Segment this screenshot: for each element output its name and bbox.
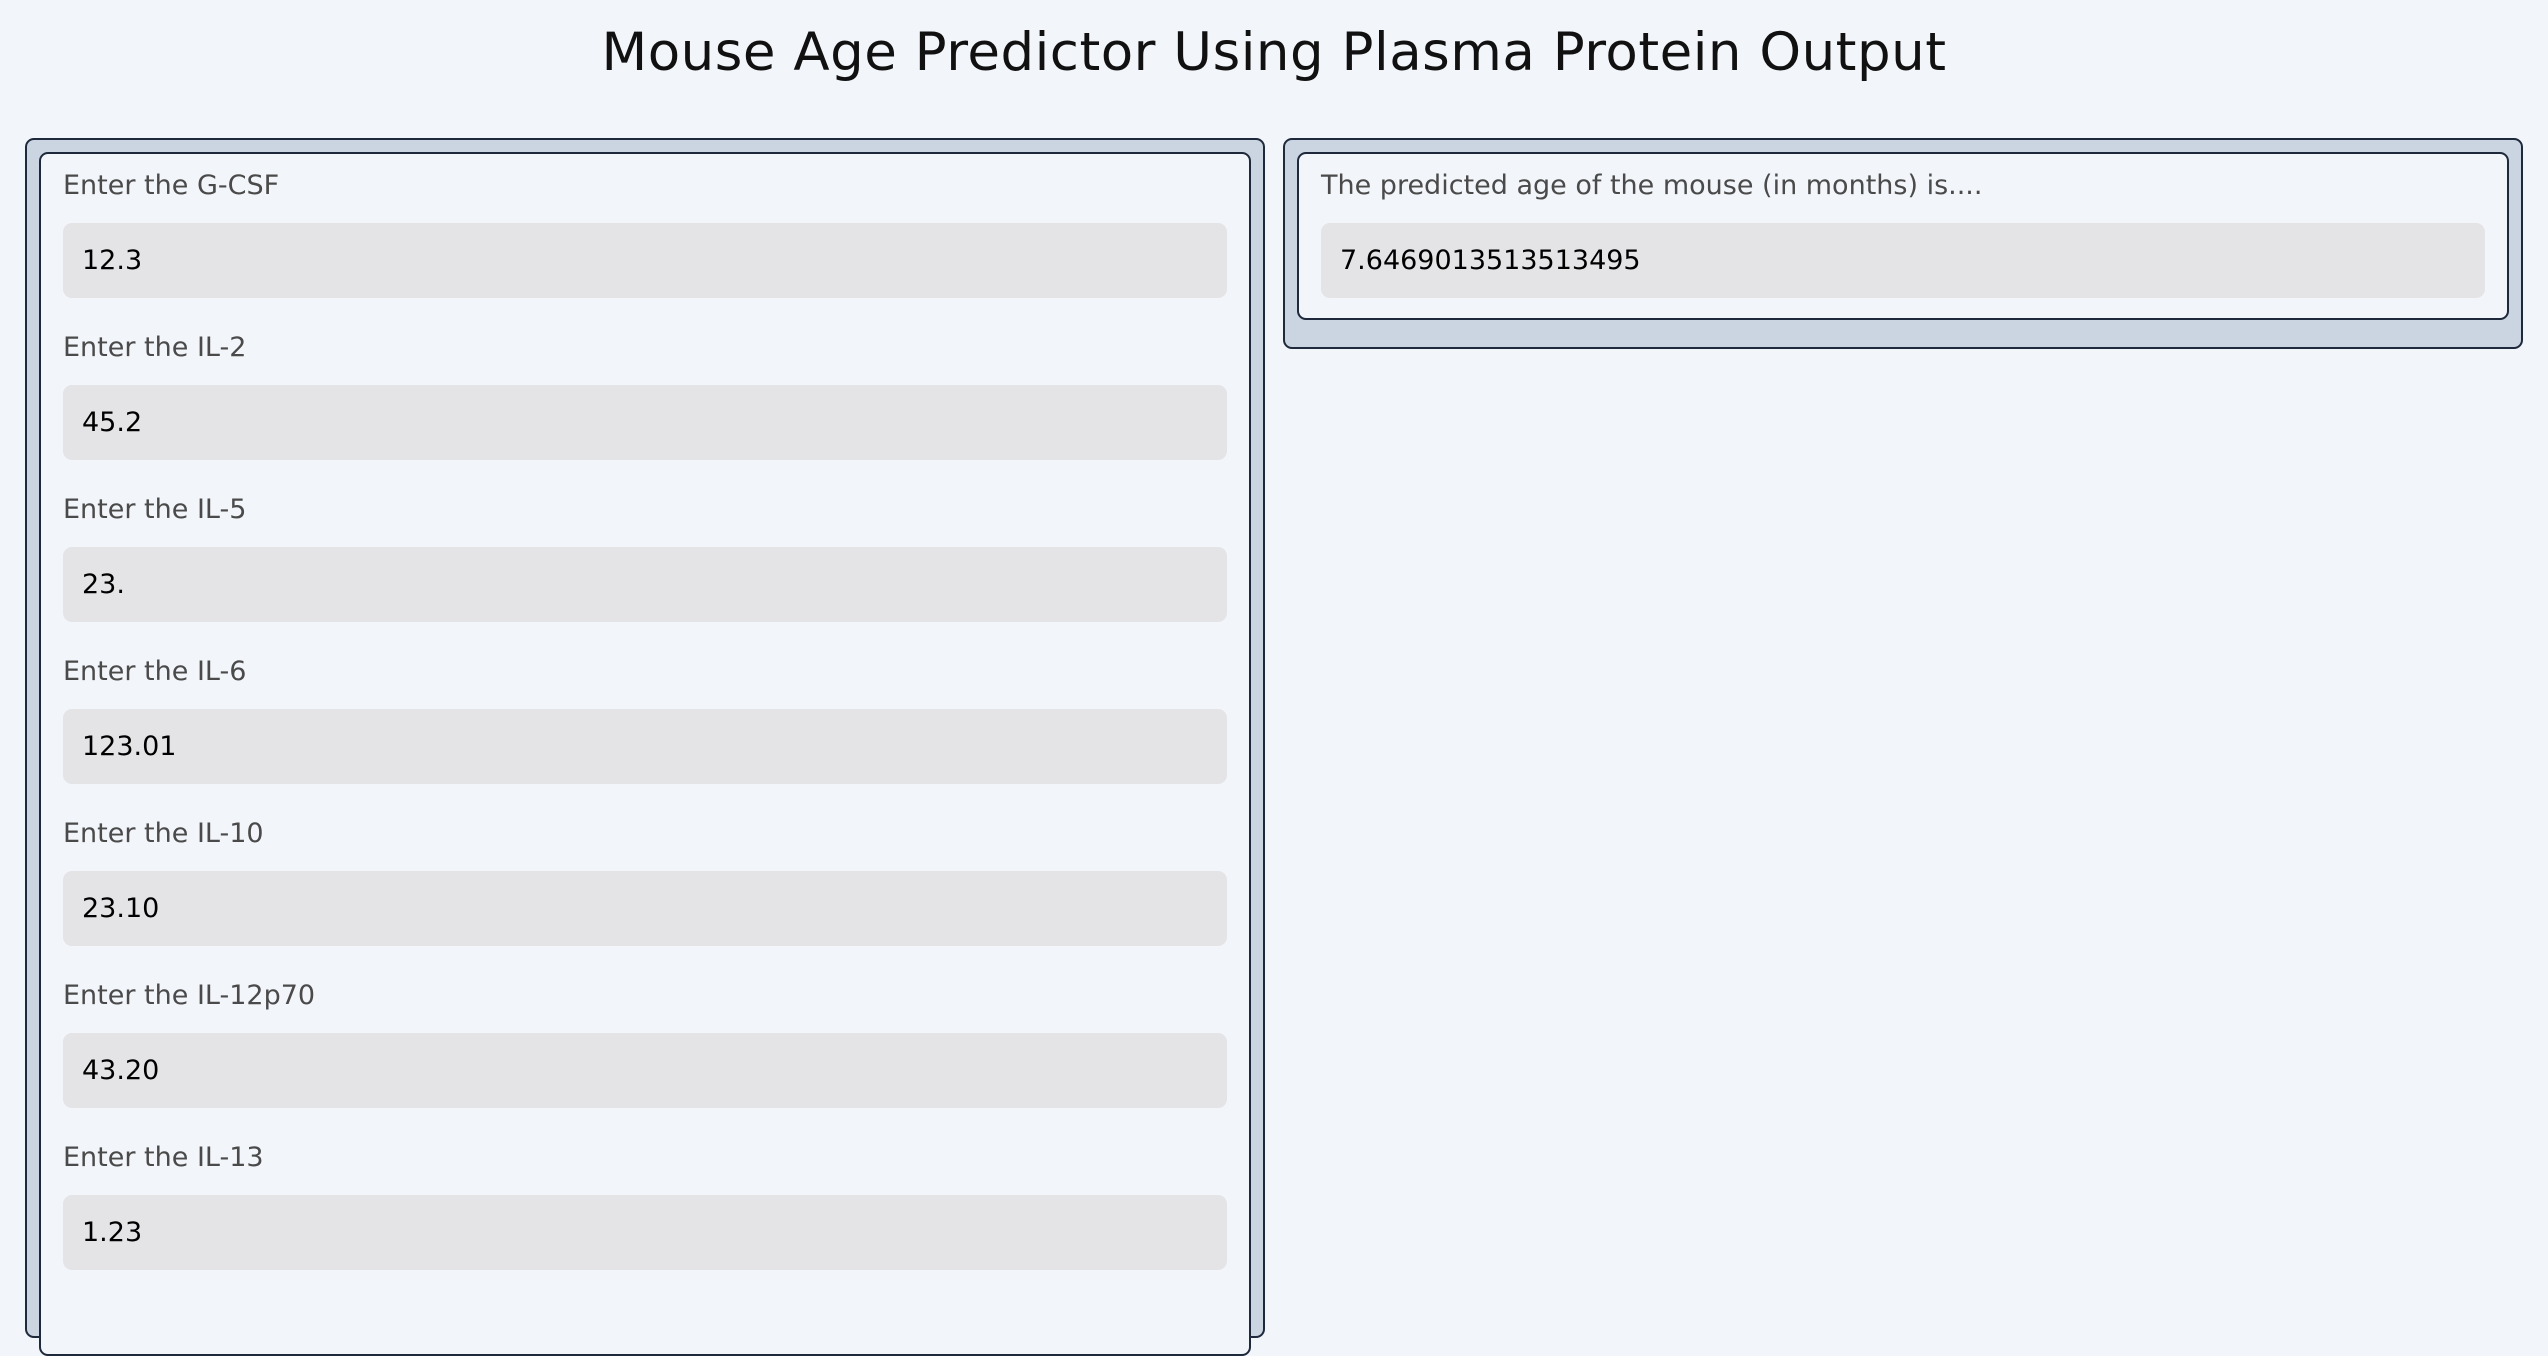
il2-label: Enter the IL-2 (63, 332, 247, 363)
il12p70-label: Enter the IL-12p70 (63, 980, 316, 1011)
inputs-panel: Enter the G-CSF 12.3 Enter the IL-2 45.2… (25, 138, 1265, 1356)
output-box: The predicted age of the mouse (in month… (1297, 152, 2509, 320)
predicted-age-label: The predicted age of the mouse (in month… (1321, 170, 1983, 201)
output-panel: The predicted age of the mouse (in month… (1283, 138, 2523, 349)
predicted-age-output[interactable]: 7.6469013513513495 (1321, 223, 2485, 298)
inputs-form: Enter the G-CSF 12.3 Enter the IL-2 45.2… (39, 152, 1251, 1356)
il12p70-input[interactable]: 43.20 (63, 1033, 1227, 1108)
il5-label: Enter the IL-5 (63, 494, 247, 525)
page-title: Mouse Age Predictor Using Plasma Protein… (601, 22, 1947, 83)
il6-label: Enter the IL-6 (63, 656, 247, 687)
gcsf-label: Enter the G-CSF (63, 170, 280, 201)
il6-input[interactable]: 123.01 (63, 709, 1227, 784)
gcsf-input[interactable]: 12.3 (63, 223, 1227, 298)
il5-input[interactable]: 23. (63, 547, 1227, 622)
il10-input[interactable]: 23.10 (63, 871, 1227, 946)
il13-input[interactable]: 1.23 (63, 1195, 1227, 1270)
il2-input[interactable]: 45.2 (63, 385, 1227, 460)
il13-label: Enter the IL-13 (63, 1142, 264, 1173)
il10-label: Enter the IL-10 (63, 818, 264, 849)
